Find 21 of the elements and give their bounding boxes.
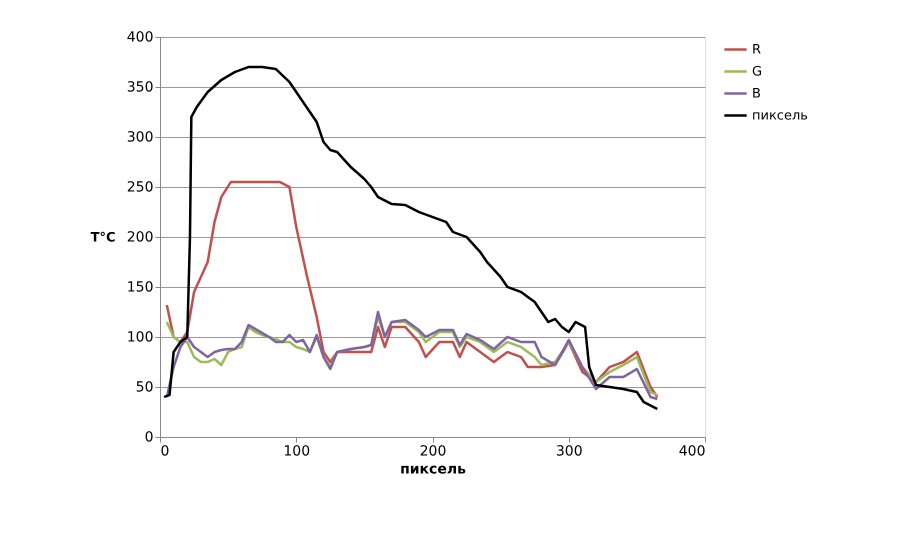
y-tick-label: 300 — [126, 130, 154, 146]
y-tick-label: 250 — [126, 180, 154, 196]
y-tick-label: 50 — [136, 380, 154, 396]
y-tick-label: 400 — [126, 30, 154, 46]
x-tick-label: 0 — [160, 444, 170, 460]
x-tick-label: 100 — [283, 444, 310, 460]
legend-label: R — [752, 42, 762, 58]
y-tick-label: 100 — [126, 330, 154, 346]
y-tick-label: 200 — [126, 230, 154, 246]
y-tick-label: 0 — [144, 430, 154, 446]
legend-label: G — [752, 64, 762, 80]
legend-label: B — [752, 86, 761, 102]
x-axis-title: пиксель — [400, 462, 466, 478]
x-tick-label: 400 — [678, 444, 706, 460]
y-tick-label: 150 — [126, 280, 154, 296]
y-axis-title: T°C — [90, 230, 116, 246]
x-tick-label: 300 — [556, 444, 583, 460]
y-tick-label: 350 — [126, 80, 154, 96]
line-series — [162, 66, 659, 410]
legend-label: пиксель — [752, 108, 808, 124]
x-tick-label: 200 — [420, 444, 446, 460]
